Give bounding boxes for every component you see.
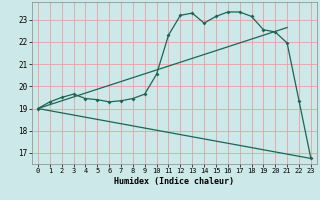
X-axis label: Humidex (Indice chaleur): Humidex (Indice chaleur) xyxy=(115,177,234,186)
